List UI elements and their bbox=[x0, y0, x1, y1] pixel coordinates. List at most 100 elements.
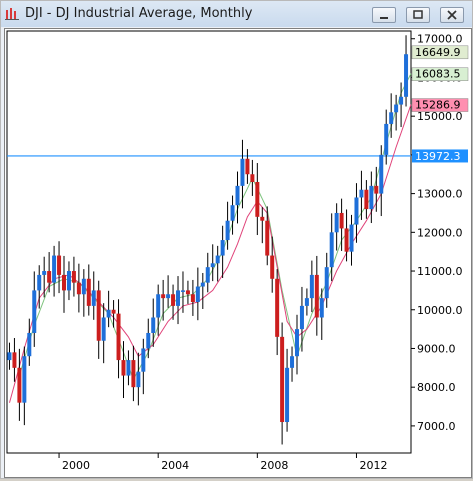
price-candle bbox=[161, 294, 166, 299]
price-candle bbox=[334, 212, 339, 233]
price-candle bbox=[96, 290, 101, 341]
price-candle bbox=[404, 54, 409, 97]
price-badge-value: 16649.9 bbox=[415, 46, 461, 59]
price-candle bbox=[304, 298, 309, 306]
price-candle bbox=[42, 271, 47, 275]
price-candle bbox=[384, 123, 389, 155]
price-candle bbox=[32, 290, 37, 333]
x-tick-label: 2004 bbox=[161, 459, 189, 472]
price-candle bbox=[235, 185, 240, 206]
price-candle bbox=[166, 294, 171, 299]
title-bar[interactable]: DJI - DJ Industrial Average, Monthly bbox=[1, 1, 472, 27]
ma_short-line bbox=[18, 73, 412, 381]
price-candle bbox=[250, 174, 255, 182]
price-candle bbox=[359, 189, 364, 198]
window-title: DJI - DJ Industrial Average, Monthly bbox=[25, 6, 253, 21]
price-candle bbox=[344, 228, 349, 252]
price-candle bbox=[190, 294, 195, 303]
y-tick-label: 7000.0 bbox=[417, 420, 456, 433]
price-candle bbox=[141, 348, 146, 372]
price-candle bbox=[255, 181, 260, 217]
price-candle bbox=[369, 185, 374, 210]
price-candle bbox=[66, 271, 71, 291]
chart-area[interactable]: 7000.0 8000.0 9000.0 10000.0 11000.0 12000.0 1… bbox=[4, 28, 472, 478]
minimize-button[interactable] bbox=[372, 7, 396, 23]
price-candle bbox=[17, 367, 22, 403]
price-candle bbox=[349, 224, 354, 252]
price-candle bbox=[27, 332, 32, 357]
reference-line-badge bbox=[412, 149, 468, 163]
price-candle bbox=[131, 360, 136, 388]
price-badge-value: 15286.9 bbox=[415, 99, 461, 112]
y-tick-label: 15000.0 bbox=[417, 110, 463, 123]
price-candle bbox=[37, 274, 42, 291]
price-candle bbox=[111, 309, 116, 314]
price-candle bbox=[364, 189, 369, 210]
x-tick-label: 2012 bbox=[359, 459, 387, 472]
price-candle bbox=[230, 205, 235, 221]
price-candle bbox=[81, 278, 86, 295]
price-candle bbox=[290, 356, 295, 368]
price-candle bbox=[280, 336, 285, 423]
price-candle bbox=[200, 282, 205, 287]
price-candle bbox=[57, 255, 62, 275]
y-tick-label: 11000.0 bbox=[417, 265, 463, 278]
price-candle bbox=[294, 329, 299, 357]
x-tick-label: 2008 bbox=[260, 459, 288, 472]
price-candle bbox=[195, 286, 200, 303]
y-tick-label: 9000.0 bbox=[417, 342, 456, 355]
price-candle bbox=[374, 185, 379, 194]
price-candle bbox=[339, 212, 344, 229]
y-tick-label: 17000.0 bbox=[417, 33, 463, 46]
maximize-icon bbox=[413, 10, 423, 19]
price-candle bbox=[151, 317, 156, 333]
price-candle bbox=[260, 216, 265, 221]
price-candle bbox=[205, 267, 210, 283]
price-candle bbox=[116, 313, 121, 361]
price-candle bbox=[324, 267, 329, 299]
price-candle bbox=[215, 255, 220, 264]
price-candle bbox=[225, 220, 230, 241]
price-candle bbox=[156, 294, 161, 318]
price-candle bbox=[240, 158, 245, 186]
price-candle bbox=[47, 271, 52, 283]
price-candle bbox=[379, 154, 384, 194]
price-candle bbox=[136, 371, 141, 388]
price-candle bbox=[146, 332, 151, 349]
price-candle bbox=[91, 290, 96, 306]
price-candle bbox=[180, 290, 185, 292]
price-candle bbox=[185, 290, 190, 295]
price-candle bbox=[329, 232, 334, 268]
price-candle bbox=[299, 305, 304, 330]
price-candle bbox=[71, 271, 76, 283]
y-tick-label: 13000.0 bbox=[417, 188, 463, 201]
price-candle bbox=[12, 352, 17, 368]
price-candle bbox=[121, 360, 126, 376]
close-button[interactable] bbox=[440, 7, 464, 23]
minimize-icon bbox=[380, 17, 388, 19]
reference-line-value: 13972.3 bbox=[415, 150, 461, 163]
maximize-button[interactable] bbox=[406, 7, 430, 23]
price-candle bbox=[399, 96, 404, 105]
price-candle bbox=[319, 298, 324, 318]
price-candle bbox=[265, 220, 270, 256]
chart-icon bbox=[5, 8, 19, 20]
y-tick-label: 10000.0 bbox=[417, 304, 463, 317]
price-badge bbox=[411, 98, 469, 112]
price-candle bbox=[76, 282, 81, 295]
price-candle bbox=[62, 274, 67, 291]
price-badge bbox=[411, 45, 469, 60]
price-candle bbox=[354, 197, 359, 225]
price-candle bbox=[394, 104, 399, 113]
price-candle bbox=[275, 278, 280, 337]
price-candle bbox=[106, 309, 111, 318]
price-candle bbox=[101, 317, 106, 341]
x-tick-label: 2000 bbox=[62, 459, 90, 472]
price-candle bbox=[245, 158, 250, 175]
chart-svg[interactable]: 7000.0 8000.0 9000.0 10000.0 11000.0 12000.0 1… bbox=[5, 29, 471, 477]
price-candle bbox=[7, 352, 12, 361]
price-candle bbox=[270, 255, 275, 279]
price-candle bbox=[220, 240, 225, 256]
price-candle bbox=[389, 112, 394, 124]
